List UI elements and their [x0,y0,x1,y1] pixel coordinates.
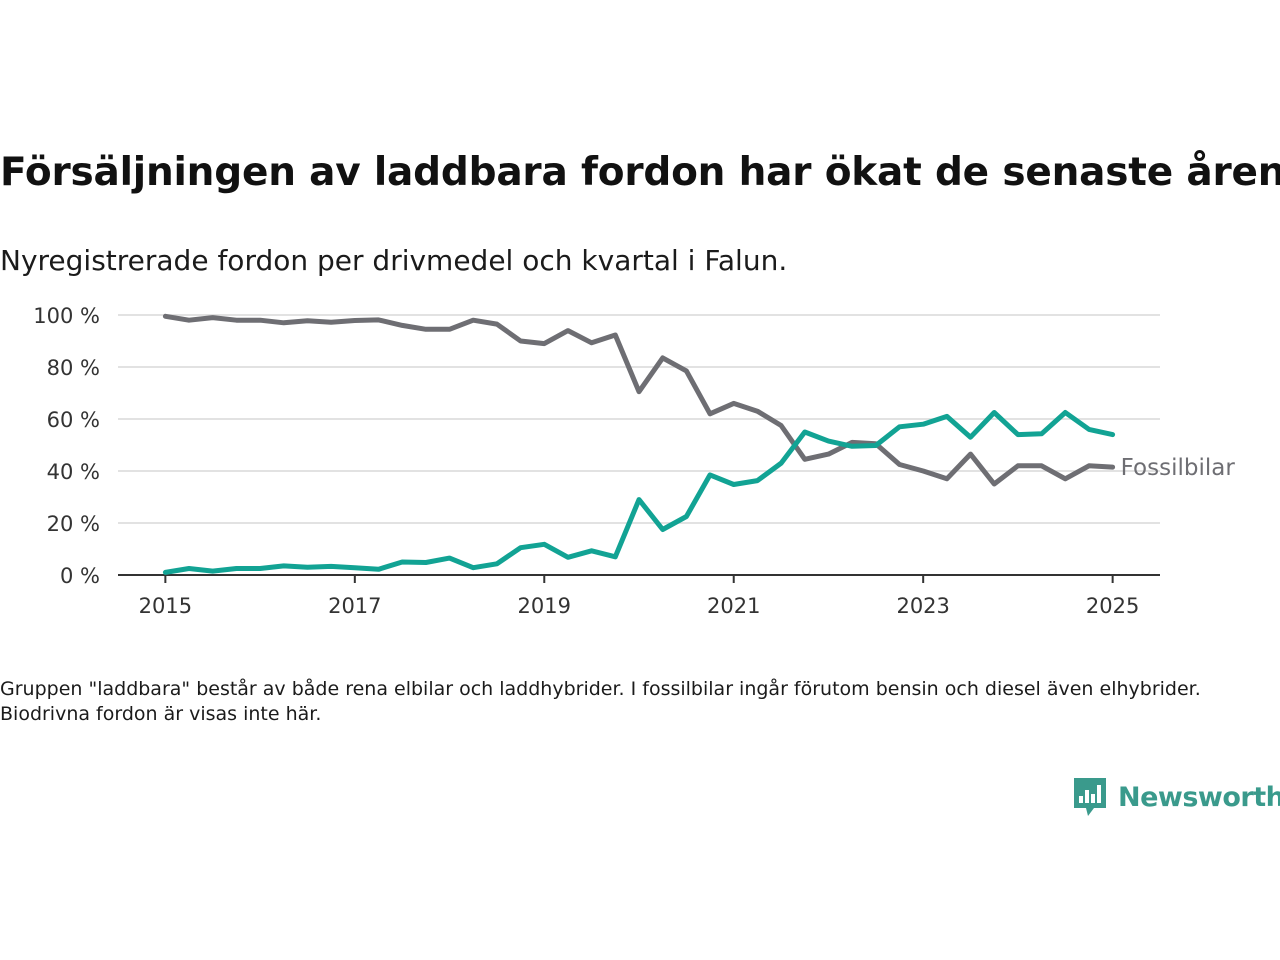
y-tick-label: 80 % [47,356,100,380]
chart-subtitle: Nyregistrerade fordon per drivmedel och … [0,244,788,277]
y-tick-label: 40 % [47,460,100,484]
line-chart: 0 % 20 % 40 % 60 % 80 % 100 % 2015 2017 2019 202… [33,304,1236,618]
series-lines [162,313,1116,575]
x-tick-label: 2017 [328,594,381,618]
series-line-fossil [162,313,1116,487]
x-tick-label: 2019 [518,594,571,618]
x-tick-label: 2023 [896,594,949,618]
x-tick-label: 2025 [1086,594,1139,618]
y-tick-label: 100 % [33,304,100,328]
series-end-label-fossil: Fossilbilar [1121,455,1236,481]
y-tick-label: 60 % [47,408,100,432]
x-axis-ticks: 2015 2017 2019 2021 2023 2025 [118,574,1160,618]
newsworthy-logo: Newsworthy [1072,776,1280,818]
chart-title: Försäljningen av laddbara fordon har öka… [0,150,1280,195]
series-labels: Fossilbilar [1121,455,1236,481]
brand-name: Newsworthy [1118,781,1280,813]
x-tick-label: 2021 [707,594,760,618]
newsworthy-logo-icon [1074,778,1106,816]
x-tick-label: 2015 [139,594,192,618]
y-axis-ticks: 0 % 20 % 40 % 60 % 80 % 100 % [33,304,100,588]
footnote: Gruppen "laddbara" består av både rena e… [0,678,1201,725]
y-tick-label: 0 % [60,564,100,588]
series-line-laddbara [162,410,1116,575]
y-tick-label: 20 % [47,512,100,536]
